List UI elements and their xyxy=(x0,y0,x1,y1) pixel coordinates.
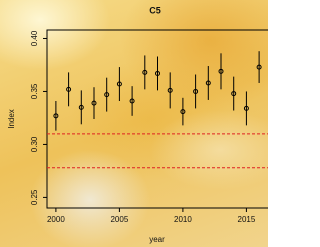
y-tick-label: 0.30 xyxy=(30,136,39,152)
x-tick-label: 2015 xyxy=(238,215,256,224)
x-tick-label: 2005 xyxy=(110,215,128,224)
y-axis-label: Index xyxy=(7,109,16,129)
x-tick-label: 2010 xyxy=(174,215,192,224)
y-tick-label: 0.40 xyxy=(30,30,39,46)
x-axis-label: year xyxy=(149,235,165,244)
chart: C5 year Index 0.25 0.30 0.35 0.40 2000 2005 20… xyxy=(0,0,268,247)
y-tick-label: 0.35 xyxy=(30,83,39,99)
y-tick-label: 0.25 xyxy=(30,189,39,205)
chart-title: C5 xyxy=(149,5,161,15)
screenshot: C5 year Index 0.25 0.30 0.35 0.40 2000 2005 20… xyxy=(0,0,268,247)
x-tick-label: 2000 xyxy=(47,215,65,224)
